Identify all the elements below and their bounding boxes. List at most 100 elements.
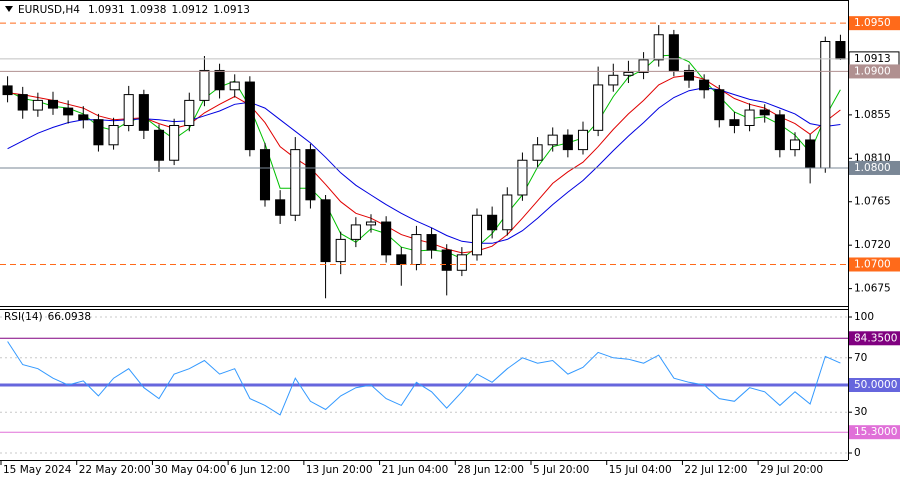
indicator-title: RSI(14): [4, 311, 43, 323]
x-tick-label: 30 May 04:00: [154, 464, 226, 476]
candle-body: [774, 114, 785, 151]
x-tick-label: 28 Jun 12:00: [457, 464, 524, 476]
level-label: 1.0700: [854, 258, 891, 270]
candle-body: [471, 214, 483, 256]
level-label-box: [849, 331, 900, 346]
candle-body: [593, 84, 604, 131]
level-label: 50.0000: [854, 379, 897, 391]
ohlc-value: 1.0913: [213, 4, 250, 16]
candle-body: [653, 34, 664, 61]
candle-body: [547, 134, 558, 146]
candle-body: [396, 254, 407, 265]
candle-body: [683, 69, 695, 81]
level-label-box: [849, 160, 900, 175]
candle-body: [199, 69, 210, 101]
candle-body: [623, 71, 634, 76]
x-tick-label: 21 Jun 04:00: [382, 464, 449, 476]
candle-body: [502, 194, 513, 231]
x-tick-label: 6 Jun 12:00: [230, 464, 290, 476]
candle-body: [805, 139, 816, 169]
candle-body: [744, 109, 755, 126]
y-tick-label: 1.0675: [854, 283, 891, 295]
candle-body: [320, 199, 331, 263]
level-label-box: [849, 64, 900, 79]
candle-body: [2, 85, 13, 96]
candle-body: [426, 234, 437, 251]
candle-body: [169, 124, 180, 161]
candle-body: [123, 94, 134, 126]
indicator-value: 66.0938: [48, 311, 91, 323]
candle-body: [275, 199, 286, 216]
candle-body: [759, 109, 770, 116]
candle-body: [93, 119, 104, 146]
candle-body: [184, 99, 195, 126]
candle-body: [820, 41, 831, 169]
candle-body: [456, 254, 467, 271]
candle-body: [244, 81, 255, 151]
x-tick-label: 5 Jul 20:00: [533, 464, 589, 476]
ohlc-value: 1.0931: [88, 4, 125, 16]
candle-body: [32, 99, 43, 111]
candle-body: [789, 139, 801, 151]
ohlc-value: 1.0912: [171, 4, 208, 16]
ohlc-value: 1.0938: [130, 4, 167, 16]
x-tick-label: 15 Jul 04:00: [609, 464, 672, 476]
candle-body: [350, 224, 361, 240]
candle-body: [532, 144, 543, 161]
candle-body: [138, 94, 149, 131]
candle-body: [729, 119, 740, 126]
level-label-box: [849, 16, 900, 31]
candle-body: [668, 34, 679, 71]
x-tick-label: 13 Jun 20:00: [306, 464, 373, 476]
candle-body: [487, 214, 498, 231]
candle-body: [17, 94, 28, 111]
candle-body: [78, 114, 89, 121]
x-tick-label: 22 May 20:00: [79, 464, 151, 476]
candle-body: [441, 249, 452, 271]
candle-body: [47, 99, 59, 109]
candle-body: [290, 149, 301, 216]
candle-body: [517, 159, 528, 196]
level-label-box: [849, 378, 900, 392]
candle-body: [608, 74, 619, 86]
symbol: EURUSD,H4: [18, 4, 80, 16]
y-tick-label: 1.0720: [854, 239, 891, 251]
y-tick-label: 1.0855: [854, 109, 891, 121]
rsi-line: [7, 341, 841, 416]
y-tick-label: 100: [854, 311, 874, 323]
menu-arrow[interactable]: [5, 6, 13, 12]
candle-body: [108, 124, 119, 146]
candle-body: [259, 149, 271, 201]
candle-body: [714, 89, 725, 121]
level-label: 1.0800: [854, 162, 891, 174]
price-label: 1.0913: [854, 53, 891, 65]
candle-body: [562, 134, 573, 151]
candle-body: [63, 107, 74, 116]
y-tick-label: 30: [854, 406, 867, 418]
level-label: 1.0950: [854, 17, 891, 29]
candle-body: [365, 221, 377, 226]
level-label-box: [849, 425, 900, 440]
candle-body: [835, 41, 846, 60]
x-tick-label: 15 May 2024: [3, 464, 72, 476]
candle-body: [153, 129, 165, 161]
level-label: 15.3000: [854, 426, 897, 438]
level-label: 1.0900: [854, 65, 891, 77]
candle-body: [335, 238, 346, 263]
candle-body: [699, 79, 710, 91]
candle-body: [577, 129, 589, 151]
candle-body: [638, 59, 649, 73]
candle-body: [305, 149, 316, 201]
candle-body: [214, 69, 225, 91]
candle-body: [381, 221, 392, 256]
x-tick-label: 29 Jul 20:00: [760, 464, 823, 476]
candle-body: [411, 234, 422, 265]
level-label: 84.3500: [854, 332, 897, 344]
candle-body: [229, 81, 240, 91]
x-tick-label: 22 Jul 12:00: [684, 464, 747, 476]
y-tick-label: 1.0765: [854, 196, 891, 208]
level-label-box: [849, 257, 900, 272]
